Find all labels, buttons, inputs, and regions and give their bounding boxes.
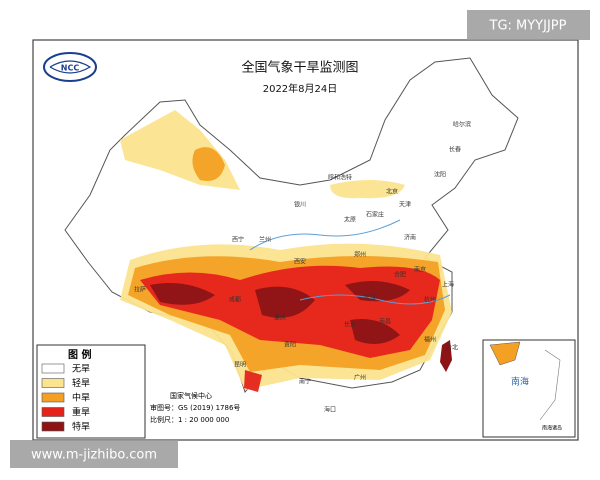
city-label: 郑州: [354, 251, 366, 259]
city-label: 南昌: [379, 318, 391, 326]
map-date: 2022年8月24日: [263, 82, 338, 95]
city-label: 哈尔滨: [453, 121, 471, 129]
legend-label: 重旱: [72, 406, 90, 418]
watermark-box: [467, 10, 590, 40]
city-label: 银川: [294, 201, 306, 209]
rivers: [249, 219, 451, 305]
city-label: 合肥: [394, 271, 406, 279]
legend-label: 轻旱: [72, 377, 90, 389]
city-label: 长沙: [344, 321, 356, 329]
inset-caption: 南海诸岛: [542, 425, 562, 432]
city-label: 台北: [446, 344, 458, 352]
inset: 南海 南海诸岛: [482, 339, 576, 438]
city-label: 上海: [442, 281, 454, 289]
drought-area: [150, 282, 215, 305]
drought-area: [244, 370, 262, 392]
city-label: 兰州: [259, 236, 271, 244]
svg-text:NCC: NCC: [61, 64, 80, 73]
logo: NCC: [43, 52, 97, 82]
legend-swatch: [41, 407, 65, 417]
city-label: 武汉: [364, 294, 376, 302]
inset-sea: 南海: [511, 376, 529, 388]
watermark-bottom: www.m-jizhibo.com: [31, 448, 157, 463]
city-label: 成都: [229, 296, 241, 304]
city-label: 重庆: [274, 314, 286, 322]
taiwan: [440, 340, 452, 372]
city-label: 贵阳: [284, 341, 296, 349]
drought-areas: [120, 110, 452, 392]
city-label: 南京: [414, 266, 426, 274]
legend-label: 中旱: [72, 392, 90, 404]
city-label: 长春: [449, 146, 461, 154]
city-label: 拉萨: [134, 286, 146, 294]
legend-swatch: [41, 378, 65, 388]
city-label: 福州: [424, 336, 436, 344]
legend-swatch: [41, 421, 65, 432]
city-label: 太原: [344, 216, 356, 224]
legend-swatch: [41, 363, 65, 374]
approval-number: 审图号：GS (2019) 1786号: [150, 403, 240, 412]
city-label: 杭州: [424, 296, 436, 304]
city-label: 天津: [399, 202, 411, 209]
drought-area: [255, 286, 315, 318]
city-label: 沈阳: [434, 171, 446, 179]
watermark-box: [10, 440, 178, 468]
legend-label: 无旱: [72, 364, 90, 375]
watermark-top: TG: MYYJJPP: [489, 19, 567, 34]
city-label: 呼和浩特: [328, 174, 352, 182]
legend-swatch: [41, 392, 65, 403]
legend-title: 图 例: [68, 348, 91, 361]
map-scale: 比例尺：1 : 20 000 000: [150, 415, 229, 424]
drought-area: [192, 147, 225, 181]
city-label: 石家庄: [366, 211, 384, 219]
city-label: 南宁: [299, 378, 311, 386]
city-label: 济南: [404, 234, 416, 242]
drought-area: [330, 180, 405, 199]
city-label: 西宁: [232, 236, 244, 244]
source-agency: 国家气候中心: [170, 391, 212, 400]
city-label: 广州: [354, 374, 366, 382]
legend-label: 特旱: [72, 421, 90, 433]
city-label: 西安: [294, 258, 306, 266]
city-label: 海口: [324, 406, 336, 414]
city-label: 昆明: [234, 362, 246, 369]
map-title: 全国气象干旱监测图: [241, 60, 358, 76]
city-label: 北京: [386, 188, 398, 196]
drought-area: [350, 319, 400, 344]
